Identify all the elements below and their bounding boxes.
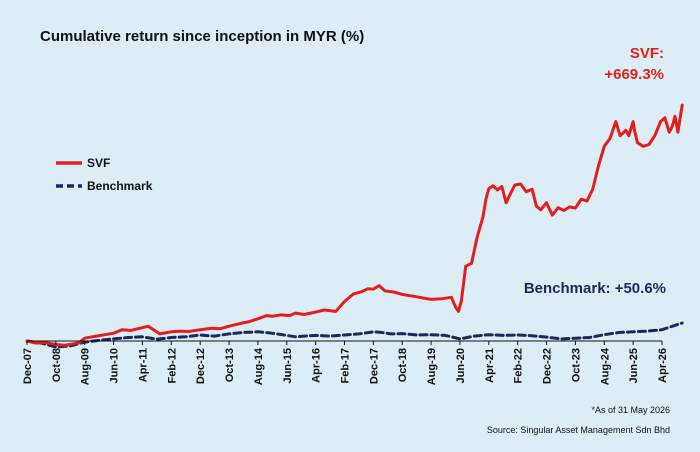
as-of-note: *As of 31 May 2026: [591, 405, 670, 415]
x-tick-label: Feb-17: [340, 348, 352, 383]
x-tick-label: Aug-14: [253, 347, 265, 385]
x-tick-label: Dec-22: [542, 348, 554, 384]
x-tick-label: Aug-09: [80, 348, 92, 385]
svf-annotation-value: +669.3%: [604, 66, 664, 83]
x-tick-label: Oct-18: [397, 348, 409, 382]
legend-benchmark-label: Benchmark: [87, 179, 153, 193]
x-tick-label: Oct-13: [224, 348, 236, 382]
x-tick-label: Oct-08: [51, 348, 63, 382]
source-note: Source: Singular Asset Management Sdn Bh…: [487, 425, 670, 435]
x-tick-label: Apr-11: [137, 348, 149, 382]
x-tick-label: Jun-15: [282, 348, 294, 383]
x-tick-label: Feb-12: [166, 348, 178, 383]
x-tick-label: Aug-24: [599, 347, 611, 385]
x-tick-label: Dec-12: [195, 348, 207, 384]
legend-svf-label: SVF: [87, 156, 110, 170]
series-line-benchmark: [25, 321, 684, 349]
x-tick-label: Aug-19: [426, 348, 438, 385]
x-tick-label: Apr-26: [657, 348, 669, 383]
x-tick-label: Jun-10: [109, 348, 121, 383]
x-tick-label: Jun-20: [455, 348, 467, 383]
svf-annotation-label: SVF:: [630, 45, 664, 62]
x-tick-label: Dec-07: [22, 348, 34, 384]
x-tick-label: Apr-16: [311, 348, 323, 383]
x-tick-label: Jun-25: [628, 348, 640, 383]
x-tick-label: Oct-23: [570, 348, 582, 382]
benchmark-annotation: Benchmark: +50.6%: [524, 280, 666, 297]
legend: SVF Benchmark: [56, 156, 153, 193]
x-tick-label: Feb-22: [513, 348, 525, 383]
x-tick-label: Dec-17: [368, 348, 380, 384]
series-line-svf: [25, 103, 684, 347]
x-tick-label: Apr-21: [484, 348, 496, 383]
chart-title: Cumulative return since inception in MYR…: [40, 28, 364, 45]
